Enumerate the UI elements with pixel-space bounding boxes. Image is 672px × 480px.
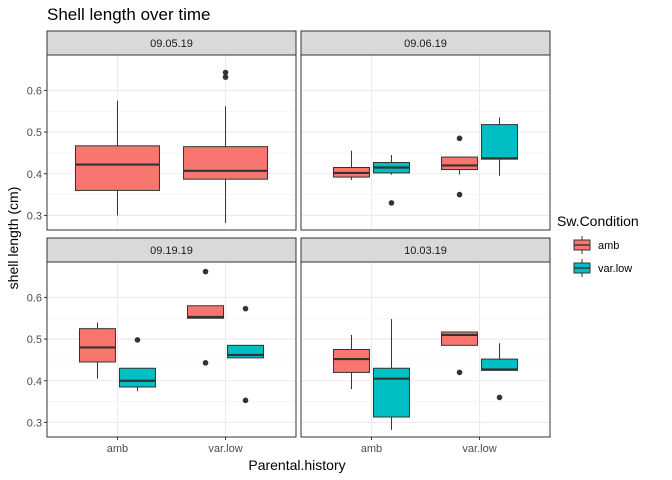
box-var.low-amb (187, 268, 225, 366)
panel-09.19.19: 09.19.19 0.3 0.4 0.5 0.6 amb var.low (27, 237, 297, 455)
facet-panels: 09.05.190.30.40.50.609.06.1909.19.190.30… (27, 30, 551, 455)
facet-strip-label: 09.05.19 (150, 38, 193, 50)
facet-strip-label: 09.06.19 (404, 38, 447, 50)
x-tick-label: var.low (462, 443, 496, 455)
facet-strip (46, 30, 297, 56)
box-iqr (118, 367, 156, 388)
outlier-point (456, 135, 463, 142)
box-amb-amb (332, 150, 370, 180)
box-var.low-var.low (481, 117, 519, 176)
outlier-point (222, 74, 229, 80)
outlier-point (242, 305, 249, 312)
box-iqr (372, 367, 410, 418)
panel-09.06.19: 09.06.19 (300, 30, 551, 231)
box-amb-amb (78, 322, 116, 379)
box-var.low-amb (441, 331, 479, 376)
box-var.low-amb (441, 135, 479, 198)
box-iqr (78, 328, 116, 363)
box-amb-var.low (372, 319, 410, 430)
y-tick-label: 0.5 (27, 334, 42, 346)
outlier-point (456, 369, 463, 376)
box-iqr (332, 349, 370, 373)
facet-strip-label: 09.19.19 (150, 245, 193, 257)
box-iqr (481, 124, 519, 160)
box-iqr (74, 145, 160, 191)
box-var.low-var.low (481, 343, 519, 401)
x-tick-label: var.low (208, 443, 242, 455)
legend-item-amb: amb (573, 236, 619, 254)
outlier-point (134, 337, 141, 343)
box-amb-amb (332, 334, 370, 390)
x-axis-title: Parental.history (248, 457, 345, 473)
outlier-point (242, 397, 249, 404)
x-tick-label: amb (361, 443, 382, 455)
box-iqr (183, 146, 269, 180)
panel-border (46, 261, 297, 438)
y-tick-label: 0.4 (27, 169, 42, 181)
y-tick-label: 0.4 (27, 376, 42, 388)
panel-border (300, 261, 551, 438)
box-var.low-amb (183, 69, 269, 223)
panel-border (46, 54, 297, 231)
box-amb-var.low (118, 337, 156, 392)
outlier-point (496, 394, 503, 401)
y-tick-label: 0.3 (27, 417, 42, 429)
facet-strip (46, 237, 297, 263)
facet-strip-label: 10.03.19 (404, 245, 447, 257)
outlier-point (202, 360, 209, 366)
box-iqr (441, 156, 479, 171)
outlier-point (202, 268, 209, 275)
legend-label: var.low (598, 263, 632, 275)
legend-label: amb (598, 240, 619, 252)
panel-background (47, 55, 296, 230)
panel-10.03.19: 10.03.19 amb var.low (300, 237, 551, 455)
legend: Sw.Condition amb var.low (557, 213, 639, 277)
y-axis-title: shell length (cm) (5, 187, 21, 290)
y-tick-label: 0.6 (27, 292, 42, 304)
box-amb-var.low (372, 155, 410, 206)
legend-item-var.low: var.low (573, 259, 632, 277)
outlier-point (388, 200, 395, 206)
y-tick-label: 0.5 (27, 127, 42, 139)
box-amb-amb (74, 100, 160, 216)
panel-border (300, 54, 551, 231)
box-var.low-var.low (227, 305, 265, 404)
x-tick-label: amb (107, 443, 128, 455)
outlier-point (456, 191, 463, 198)
chart-title: Shell length over time (47, 5, 210, 24)
outlier-point (222, 69, 229, 76)
box-iqr (187, 305, 225, 319)
panel-09.05.19: 09.05.19 0.3 0.4 0.5 0.6 (27, 30, 297, 231)
y-tick-label: 0.6 (27, 85, 42, 97)
y-tick-label: 0.3 (27, 210, 42, 222)
legend-title: Sw.Condition (557, 213, 639, 229)
